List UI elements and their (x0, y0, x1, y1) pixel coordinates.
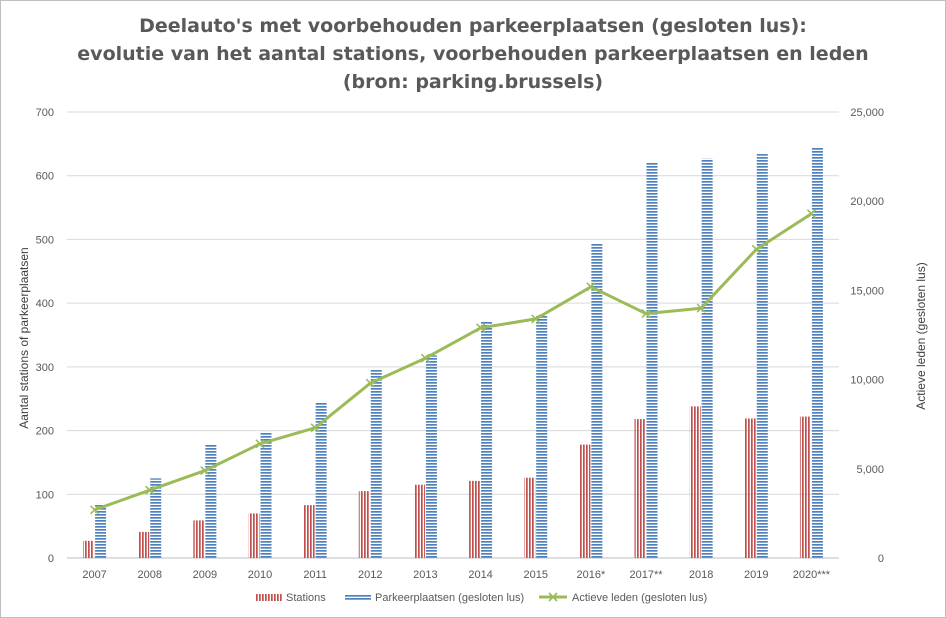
x-tick-label: 2017** (629, 569, 663, 581)
x-tick-label: 2012 (358, 569, 382, 581)
members-point (476, 323, 486, 333)
left-tick-label: 100 (36, 489, 54, 501)
x-tick-label: 2011 (303, 569, 327, 581)
bar-stations (413, 484, 425, 558)
bar-parking (95, 503, 107, 558)
bar-stations (138, 531, 150, 558)
members-point (641, 309, 651, 319)
left-tick-label: 700 (36, 107, 54, 119)
chart-title-line-3: (bron: parking.brussels) (343, 71, 603, 93)
members-point (586, 282, 596, 292)
bar-stations (689, 406, 701, 558)
bar-parking (315, 401, 327, 558)
left-axis-title: Aantal stations of parkeerplaatsen (17, 247, 31, 428)
right-axis-ticks: 0 5,000 10,000 15,000 20,000 25,000 (850, 107, 884, 565)
legend-swatch-parking (345, 594, 371, 601)
x-tick-label: 2014 (468, 569, 492, 581)
right-tick-label: 25,000 (850, 107, 884, 119)
right-tick-label: 5,000 (856, 464, 884, 476)
x-tick-label: 2010 (248, 569, 272, 581)
legend: Stations Parkeerplaatsen (gesloten lus) … (256, 592, 707, 604)
x-tick-label: 2020*** (793, 569, 831, 581)
bars (83, 147, 823, 559)
right-tick-label: 15,000 (850, 285, 884, 297)
bar-parking (536, 315, 548, 558)
right-tick-label: 10,000 (850, 375, 884, 387)
bar-parking (756, 154, 768, 558)
bar-parking (205, 444, 217, 558)
bar-parking (150, 478, 162, 558)
x-tick-label: 2007 (82, 569, 106, 581)
bar-parking (811, 147, 823, 559)
bar-parking (591, 243, 603, 558)
bar-stations (83, 540, 95, 558)
bar-parking (425, 355, 437, 558)
members-point (696, 303, 706, 313)
bar-stations (193, 520, 205, 558)
bar-stations (358, 491, 370, 558)
members-point (90, 505, 100, 515)
members-line-series (90, 209, 816, 515)
members-point (255, 439, 265, 449)
legend-label-stations: Stations (286, 592, 326, 604)
members-point (145, 485, 155, 495)
legend-swatch-members-marker (548, 592, 558, 602)
bar-parking (481, 320, 493, 558)
members-point (310, 423, 320, 433)
right-axis-title: Actieve leden (gesloten lus) (914, 262, 928, 409)
bar-stations (744, 418, 756, 558)
left-tick-label: 600 (36, 171, 54, 183)
legend-swatch-stations (256, 594, 282, 601)
legend-label-members: Actieve leden (gesloten lus) (572, 592, 707, 604)
bar-stations (469, 480, 481, 558)
x-tick-label: 2009 (193, 569, 217, 581)
members-point (751, 244, 761, 254)
x-tick-label: 2019 (744, 569, 768, 581)
members-point (531, 314, 541, 324)
bar-stations (634, 419, 646, 558)
left-tick-label: 400 (36, 298, 54, 310)
gridlines (67, 111, 839, 559)
right-tick-label: 20,000 (850, 196, 884, 208)
x-axis-ticks: 2007 2008 2009 2010 2011 2012 2013 2014 2015 2016… (82, 569, 830, 581)
members-point (420, 353, 430, 363)
bar-parking (646, 162, 658, 558)
left-axis-ticks: 0 100 200 300 400 500 600 700 (36, 107, 54, 565)
bar-stations (303, 505, 315, 558)
members-point (365, 378, 375, 388)
bar-stations (579, 444, 591, 558)
left-tick-label: 500 (36, 234, 54, 246)
chart-title-line-2: evolutie van het aantal stations, voorbe… (77, 43, 868, 65)
chart-title-line-1: Deelauto's met voorbehouden parkeerplaat… (139, 15, 807, 37)
members-point (200, 466, 210, 476)
x-tick-label: 2018 (689, 569, 713, 581)
right-tick-label: 0 (878, 553, 884, 565)
bar-stations (524, 477, 536, 558)
x-tick-label: 2008 (137, 569, 161, 581)
bar-stations (248, 513, 260, 558)
bar-stations (799, 416, 811, 558)
legend-label-parking: Parkeerplaatsen (gesloten lus) (375, 592, 524, 604)
members-point (806, 209, 816, 219)
bar-parking (260, 431, 272, 558)
bar-parking (701, 158, 713, 559)
x-tick-label: 2015 (523, 569, 547, 581)
left-tick-label: 0 (48, 553, 54, 565)
x-tick-label: 2013 (413, 569, 437, 581)
bar-parking (370, 370, 382, 558)
left-tick-label: 200 (36, 426, 54, 438)
members-line (94, 212, 813, 512)
x-tick-label: 2016* (576, 569, 605, 581)
left-tick-label: 300 (36, 362, 54, 374)
